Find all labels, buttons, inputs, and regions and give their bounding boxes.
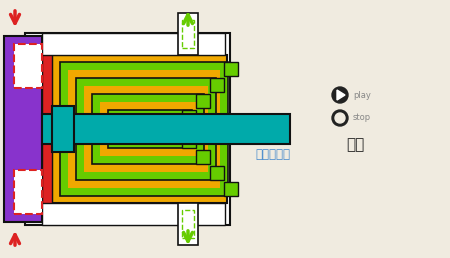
Bar [84,86,208,172]
Bar [42,114,290,144]
Text: stop: stop [353,114,371,123]
Bar [210,166,224,180]
Circle shape [332,87,348,103]
Bar [92,94,204,164]
Text: play: play [353,91,371,100]
Bar [25,33,230,225]
Bar [42,203,225,225]
Bar [178,13,198,55]
Bar [14,170,42,214]
Bar [182,110,196,124]
Circle shape [335,113,345,123]
Text: 第一级伸出: 第一级伸出 [255,149,290,162]
Bar [116,118,184,140]
Bar [14,44,42,88]
Bar [224,182,238,196]
Bar [52,55,227,203]
Bar [60,62,228,196]
Bar [182,134,196,148]
Bar [68,70,220,188]
Polygon shape [337,90,345,100]
Bar [52,106,74,152]
Bar [224,62,238,76]
Bar [210,78,224,92]
Bar [196,150,210,164]
Bar [76,78,216,180]
Bar [178,203,198,245]
Bar [42,50,52,208]
Bar [108,110,192,148]
Bar [100,102,196,156]
Bar [182,210,194,238]
Bar [4,36,42,222]
Text: 收缩: 收缩 [346,138,364,152]
Bar [182,20,194,48]
Bar [196,94,210,108]
Bar [42,33,225,55]
Circle shape [332,110,348,126]
